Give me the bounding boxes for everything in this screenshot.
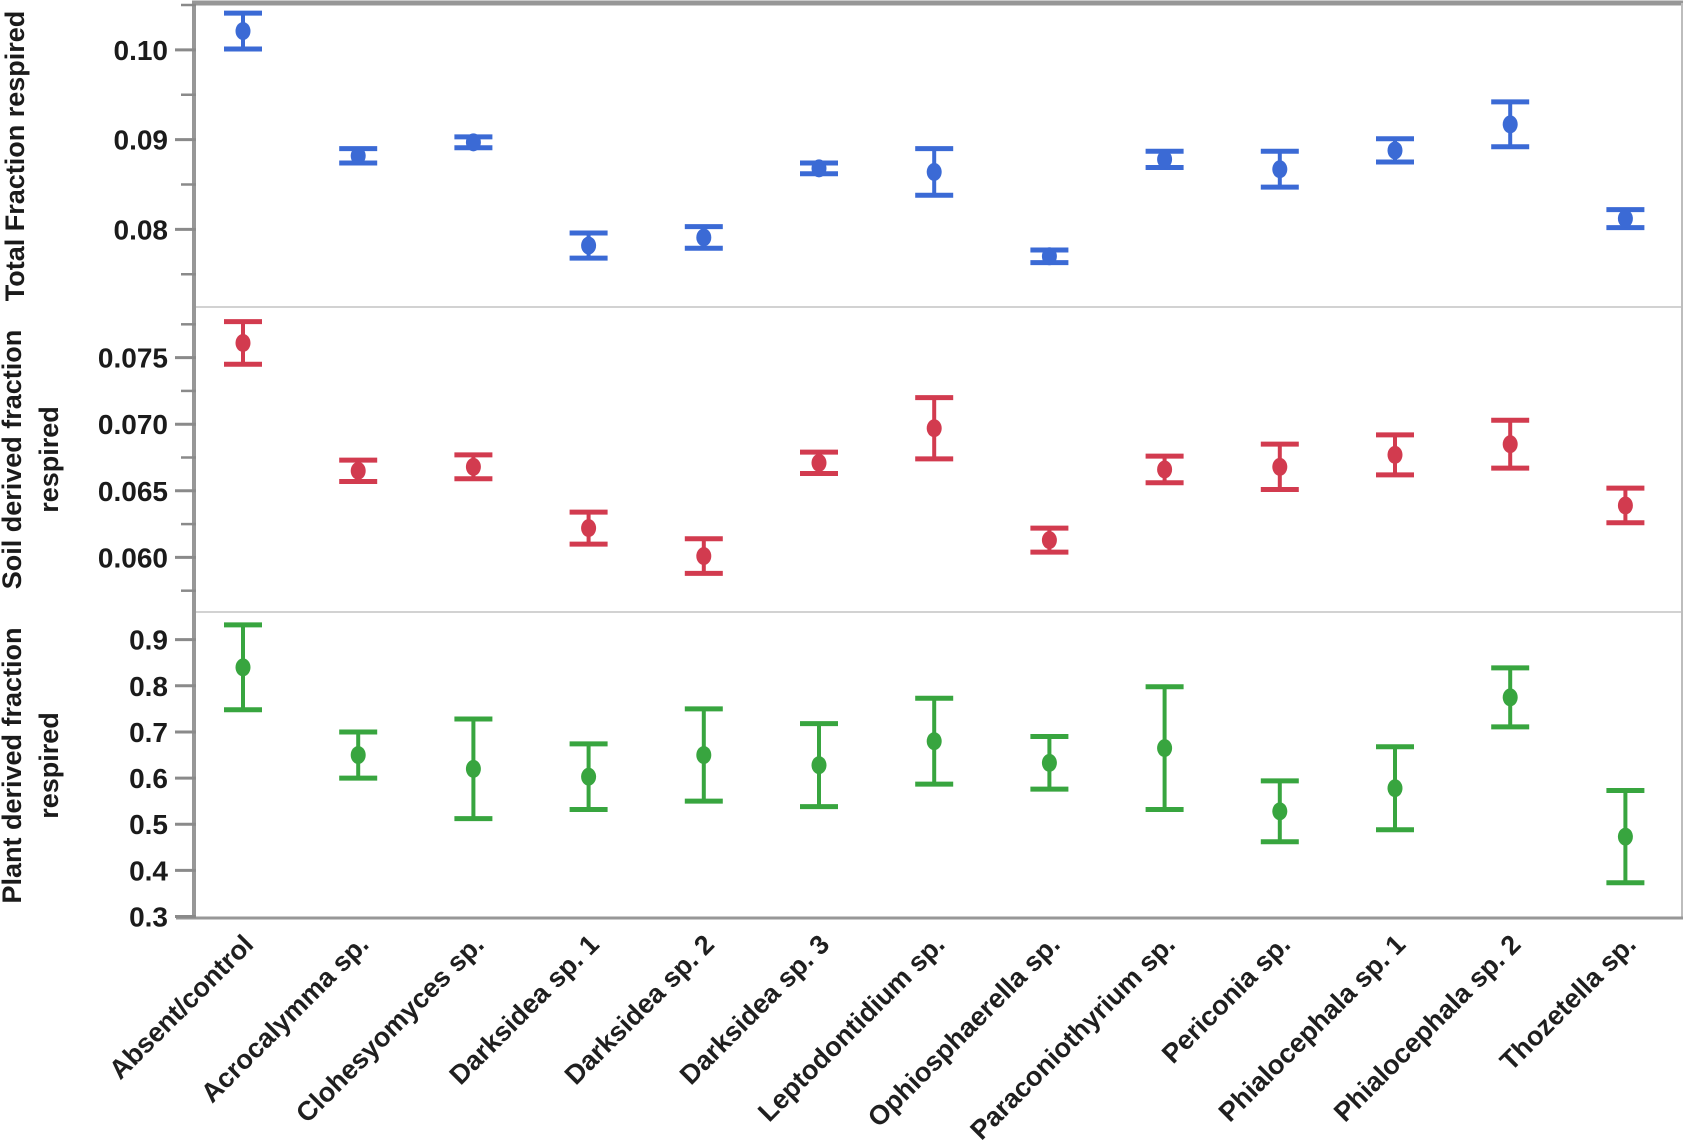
data-point-marker — [1502, 688, 1518, 707]
data-point-marker — [235, 22, 251, 41]
data-point-marker — [926, 732, 942, 751]
data-point-marker — [696, 228, 712, 247]
data-point-marker — [1272, 457, 1288, 476]
data-point-marker — [1041, 531, 1057, 550]
data-point-marker — [1041, 247, 1057, 266]
data-point-marker — [811, 159, 827, 178]
y-tick-label: 0.6 — [129, 763, 168, 794]
data-point-marker — [350, 146, 366, 165]
data-point-marker — [926, 419, 942, 438]
y-tick-label: 0.070 — [98, 409, 168, 440]
y-tick-label: 0.4 — [129, 855, 168, 886]
data-point-marker — [1157, 460, 1173, 479]
data-point-marker — [465, 133, 481, 152]
data-point-marker — [581, 519, 597, 538]
data-point-marker — [1157, 739, 1173, 758]
data-point-marker — [1041, 753, 1057, 772]
y-tick-label: 0.7 — [129, 717, 168, 748]
data-point-marker — [1272, 802, 1288, 821]
y-axis-title: Plant derived fraction — [0, 627, 27, 903]
data-point-marker — [696, 547, 712, 566]
y-tick-label: 0.08 — [114, 214, 169, 245]
y-tick-label: 0.8 — [129, 671, 168, 702]
y-axis-title: respired — [34, 712, 64, 819]
data-point-marker — [235, 658, 251, 677]
y-tick-label: 0.060 — [98, 542, 168, 573]
data-point-marker — [1502, 115, 1518, 134]
data-point-marker — [811, 453, 827, 472]
data-point-marker — [581, 767, 597, 786]
data-point-marker — [465, 457, 481, 476]
data-point-marker — [926, 162, 942, 181]
y-axis-title: Soil derived fraction — [0, 330, 27, 590]
data-point-marker — [1617, 827, 1633, 846]
y-axis-title: Total Fraction respired — [0, 11, 30, 302]
y-tick-label: 0.10 — [114, 35, 169, 66]
data-point-marker — [465, 759, 481, 778]
y-tick-label: 0.075 — [98, 343, 168, 374]
y-tick-label: 0.5 — [129, 809, 168, 840]
data-point-marker — [1387, 445, 1403, 464]
y-tick-label: 0.9 — [129, 625, 168, 656]
data-point-marker — [1387, 141, 1403, 160]
y-tick-label: 0.065 — [98, 476, 168, 507]
data-point-marker — [350, 461, 366, 480]
data-point-marker — [235, 333, 251, 352]
data-point-marker — [581, 236, 597, 255]
data-point-marker — [1157, 150, 1173, 169]
data-point-marker — [350, 746, 366, 765]
data-point-marker — [1617, 496, 1633, 515]
y-axis-title: respired — [34, 406, 64, 513]
data-point-marker — [1617, 209, 1633, 228]
data-point-marker — [1502, 435, 1518, 454]
data-point-marker — [811, 756, 827, 775]
data-point-marker — [1387, 779, 1403, 798]
data-point-marker — [696, 746, 712, 765]
y-tick-label: 0.3 — [129, 901, 168, 932]
y-tick-label: 0.09 — [114, 125, 169, 156]
data-point-marker — [1272, 160, 1288, 179]
